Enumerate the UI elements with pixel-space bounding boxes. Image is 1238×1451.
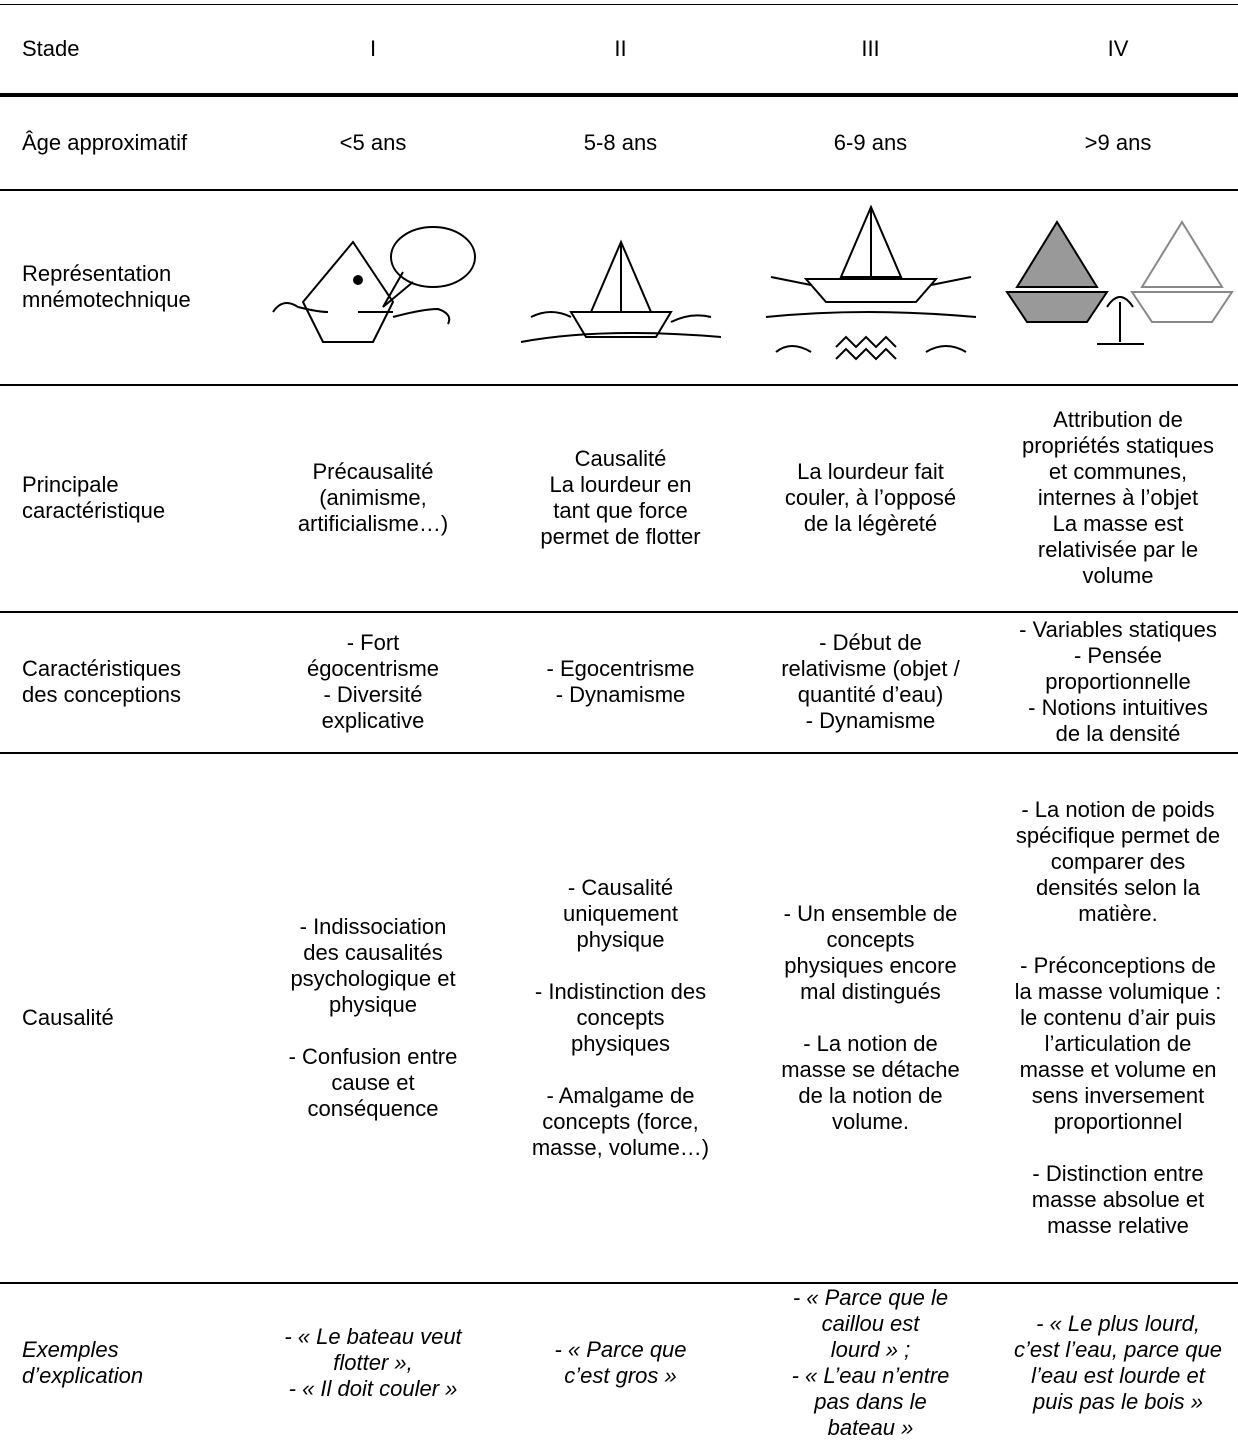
table-cell: - Fort égocentrisme - Diversité explicat… [306, 630, 440, 733]
header-cell: III [861, 35, 880, 61]
table-cell: >9 ans [1084, 129, 1152, 155]
table-cell: - Causalité uniquement physique - Indist… [531, 874, 710, 1160]
row-label: Principale caractéristique [22, 472, 166, 523]
table-cell: - Egocentrisme - Dynamisme [546, 656, 695, 707]
sketch-boat-waves [765, 204, 976, 361]
table-cell: - Variables statiques - Pensée proportio… [1019, 617, 1217, 746]
row-label: Représentation mnémotechnique [22, 261, 191, 312]
table-row: Caractéristiques des conceptions - Fort é… [0, 612, 1238, 753]
table-row: Exemples d’explication - « Le bateau veut… [0, 1283, 1238, 1443]
table-cell: - Un ensemble de concepts physiques enco… [781, 900, 960, 1134]
page: Stade I II III IV Âge approximatif <5 ans… [0, 4, 1238, 1451]
header-cell: I [369, 35, 377, 61]
image-cell [998, 190, 1238, 385]
table-cell: - « Le plus lourd, c’est l’eau, parce qu… [1014, 1311, 1222, 1414]
row-label: Exemples d’explication [22, 1337, 144, 1388]
table-body: Stade I II III IV Âge approximatif <5 ans… [0, 5, 1238, 1443]
table-cell: 6-9 ans [833, 129, 908, 155]
image-cell [498, 190, 743, 385]
table-row: Représentation mnémotechnique [0, 190, 1238, 385]
table-cell: 5-8 ans [583, 129, 658, 155]
row-label: Causalité [22, 1004, 114, 1030]
table-row: Causalité - Indissociation des causalités… [0, 753, 1238, 1283]
table-cell: La lourdeur fait couler, à l’opposé de l… [784, 459, 957, 536]
header-cell: II [614, 35, 627, 61]
image-cell [743, 190, 998, 385]
row-label: Âge approximatif [22, 129, 188, 155]
table-cell: Précausalité (animisme, artificialisme…) [297, 459, 449, 536]
sketch-balance [1005, 220, 1234, 345]
table-cell: - « Parce que c’est gros » [554, 1337, 687, 1388]
table-cell: <5 ans [339, 129, 407, 155]
header-row: Stade I II III IV [0, 5, 1238, 95]
table-row: Âge approximatif <5 ans 5-8 ans 6-9 ans >9 a… [0, 95, 1238, 190]
table-cell: - « Le bateau veut flotter », - « Il doi… [284, 1324, 462, 1401]
table-cell: - Indissociation des causalités psycholo… [288, 913, 458, 1121]
stages-table: Stade I II III IV Âge approximatif <5 ans… [0, 4, 1238, 1443]
row-label: Caractéristiques des conceptions [22, 656, 181, 707]
header-cell: IV [1107, 35, 1129, 61]
sketch-face [272, 226, 476, 343]
image-cell [248, 190, 498, 385]
table-cell: - « Parce que le caillou est lourd » ; -… [791, 1285, 950, 1440]
header-cell: Stade [22, 35, 80, 61]
table-cell: Causalité La lourdeur en tant que force … [540, 446, 701, 549]
table-cell: Attribution de propriétés statiques et c… [1022, 407, 1214, 588]
table-cell: - Début de relativisme (objet / quantité… [781, 630, 960, 733]
table-row: Principale caractéristique Précausalité (… [0, 385, 1238, 612]
table-cell: - La notion de poids spécifique permet d… [1014, 796, 1222, 1238]
sketch-boat [520, 239, 721, 343]
